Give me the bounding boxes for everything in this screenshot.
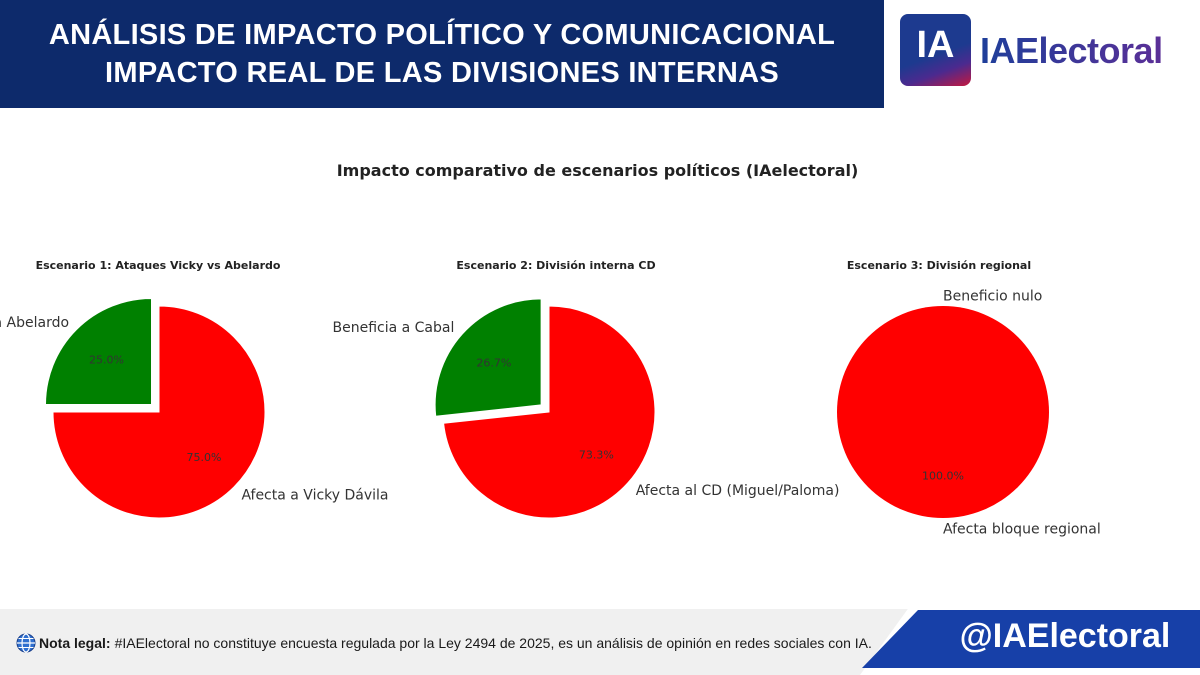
legal-note: Nota legal: #IAElectoral no constituye e… [16,633,872,653]
pie-1-category-label-1: Beneficia a Abelardo [0,315,69,331]
legal-text: #IAElectoral no constituye encuesta regu… [114,635,872,651]
pie-2-category-label-2: Afecta al CD (Miguel/Paloma) [636,483,840,499]
pie-2-category-label-1: Beneficia a Cabal [332,320,454,336]
brand-name: IAElectoral [980,30,1163,71]
brand-badge: IA [900,14,971,86]
pie-1-category-label-2: Afecta a Vicky Dávila [241,487,388,503]
pie-2-slice-1 [434,298,542,417]
pie-3-pct-label-2: 100.0% [922,470,964,483]
header-title-line-2: IMPACTO REAL DE LAS DIVISIONES INTERNAS [105,57,779,89]
pie-2-pct-label-1: 26.7% [476,356,511,369]
pie-3-slice-2 [837,306,1049,518]
pie-2-title: Escenario 2: División interna CD [456,259,655,272]
pie-3-category-label-2: Afecta bloque regional [943,522,1101,538]
pie-1-pct-label-2: 75.0% [186,451,221,464]
social-handle[interactable]: @IAElectoral [959,617,1171,655]
brand-logo: IA IAElectoral [884,0,1200,108]
pie-1-slice-1 [45,298,153,406]
pie-3-category-label-1: Beneficio nulo [943,288,1042,304]
brand-badge-text: IA [916,24,955,66]
legal-label: Nota legal: [39,635,111,651]
header-banner: ANÁLISIS DE IMPACTO POLÍTICO Y COMUNICAC… [0,0,884,108]
pie-2-slice-2 [443,305,656,519]
pie-1-slice-2 [52,305,266,519]
globe-icon [16,633,36,653]
pie-3-title: Escenario 3: División regional [847,259,1031,272]
header-title-line-1: ANÁLISIS DE IMPACTO POLÍTICO Y COMUNICAC… [48,19,836,51]
chart-title: Impacto comparativo de escenarios políti… [336,161,859,180]
pie-charts: Escenario 1: Ataques Vicky vs Abelardo 25… [0,259,1101,538]
pie-2-pct-label-2: 73.3% [579,449,614,462]
pie-1-title: Escenario 1: Ataques Vicky vs Abelardo [36,259,281,272]
pie-1-pct-label-1: 25.0% [89,354,124,367]
